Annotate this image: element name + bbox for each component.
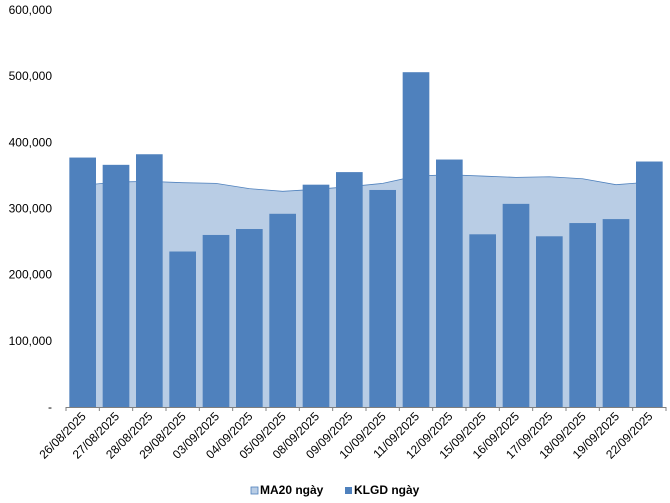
x-tick-labels: 26/08/202527/08/202528/08/202529/08/2025… bbox=[36, 409, 655, 462]
klgd-bar bbox=[302, 184, 330, 407]
legend-swatch-ma20 bbox=[250, 486, 259, 495]
klgd-bar bbox=[536, 236, 563, 407]
axes bbox=[65, 407, 667, 411]
ma20-line bbox=[82, 174, 650, 192]
klgd-bar bbox=[369, 189, 396, 407]
y-tick-labels: - 100,000 200,000 300,000 400,000 500,000 600,… bbox=[9, 3, 53, 414]
klgd-bar bbox=[136, 154, 163, 407]
klgd-bar bbox=[236, 229, 263, 407]
klgd-bar bbox=[602, 219, 630, 407]
y-tick-label: 100,000 bbox=[9, 334, 53, 348]
klgd-bar bbox=[202, 234, 230, 407]
y-tick-label: - bbox=[48, 400, 52, 414]
ma20-area-layer bbox=[82, 174, 650, 407]
klgd-bar bbox=[69, 157, 96, 407]
klgd-bar bbox=[169, 251, 196, 407]
klgd-bar bbox=[636, 161, 663, 407]
ma20-area bbox=[82, 174, 650, 407]
legend-label-ma20: MA20 ngày bbox=[260, 483, 324, 497]
klgd-bar bbox=[336, 172, 363, 407]
klgd-bar bbox=[102, 164, 130, 407]
legend: MA20 ngày KLGD ngày bbox=[250, 483, 420, 497]
klgd-bar bbox=[569, 223, 596, 407]
y-tick-label: 500,000 bbox=[9, 69, 53, 83]
legend-label-klgd: KLGD ngày bbox=[354, 483, 420, 497]
y-tick-label: 400,000 bbox=[9, 135, 53, 149]
klgd-bar bbox=[469, 234, 496, 407]
klgd-bar bbox=[402, 72, 430, 408]
klgd-bar-layer bbox=[69, 72, 663, 408]
y-tick-label: 600,000 bbox=[9, 3, 53, 17]
klgd-bar bbox=[502, 203, 530, 407]
legend-swatch-klgd bbox=[345, 487, 352, 494]
klgd-bar bbox=[436, 159, 463, 407]
y-tick-label: 200,000 bbox=[9, 268, 53, 282]
y-tick-label: 300,000 bbox=[9, 202, 53, 216]
klgd-bar bbox=[269, 213, 296, 407]
